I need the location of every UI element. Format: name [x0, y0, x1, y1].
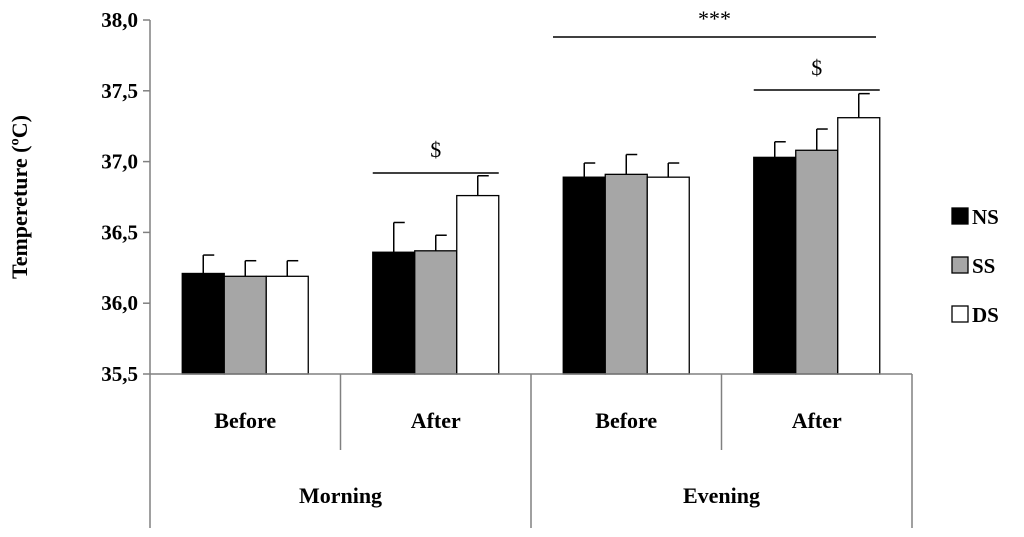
- bar: [753, 156, 797, 375]
- x-category-label: After: [411, 408, 461, 433]
- bar: [562, 176, 606, 375]
- legend-swatch: [951, 256, 969, 274]
- y-tick-label: 35,5: [101, 362, 138, 386]
- bar: [223, 275, 267, 375]
- bar: [414, 250, 458, 375]
- significance-marker: $: [811, 55, 822, 80]
- bar: [265, 275, 309, 375]
- legend-swatch: [951, 207, 969, 225]
- bar: [837, 117, 881, 375]
- bar: [795, 149, 839, 375]
- bar: [646, 176, 690, 375]
- bar: [372, 251, 416, 375]
- bar: [181, 272, 225, 375]
- bar: [604, 173, 648, 375]
- legend-label: SS: [972, 254, 995, 278]
- y-tick-label: 37,5: [101, 79, 138, 103]
- x-group-label: Morning: [299, 483, 382, 508]
- legend-label: DS: [972, 303, 999, 327]
- y-axis-title: Tempereture (ºC): [7, 115, 32, 279]
- y-tick-label: 36,5: [101, 220, 138, 244]
- x-group-label: Evening: [683, 483, 760, 508]
- x-category-label: Before: [214, 408, 276, 433]
- y-tick-label: 36,0: [101, 291, 138, 315]
- legend-swatch: [951, 305, 969, 323]
- x-category-label: After: [792, 408, 842, 433]
- y-tick-label: 37,0: [101, 150, 138, 174]
- y-tick-label: 38,0: [101, 8, 138, 32]
- significance-marker: ***: [698, 6, 731, 31]
- legend-label: NS: [972, 205, 999, 229]
- bar: [456, 194, 500, 375]
- x-category-label: Before: [595, 408, 657, 433]
- significance-marker: $: [430, 137, 441, 162]
